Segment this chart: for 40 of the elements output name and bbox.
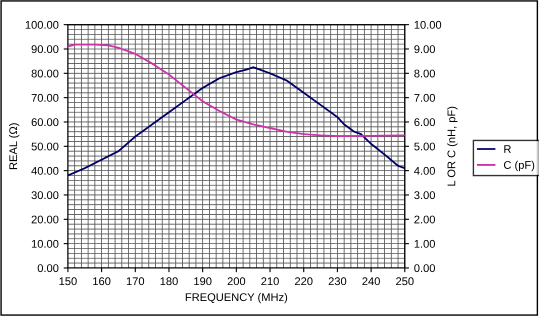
legend-label: R bbox=[504, 145, 511, 153]
x-tick-label: 230 bbox=[328, 277, 346, 286]
y-tick-label: 10.00 bbox=[32, 240, 58, 248]
line-series bbox=[68, 66, 405, 176]
y-tick-label: 80.00 bbox=[32, 70, 58, 78]
y-tick-label: 100.00 bbox=[26, 20, 58, 29]
x-tick-label: 240 bbox=[362, 277, 380, 286]
legend-label: C (pF) bbox=[504, 160, 534, 172]
y-tick-label: 90.00 bbox=[32, 45, 58, 54]
x-tick-label: 160 bbox=[93, 277, 110, 286]
y2-tick-label: 8.00 bbox=[414, 70, 436, 78]
y2-tick-label: 5.00 bbox=[414, 142, 436, 150]
x-tick-label: 200 bbox=[228, 277, 246, 286]
y-tick-label: 60.00 bbox=[32, 118, 58, 126]
y-tick-label: 20.00 bbox=[32, 216, 58, 224]
x-axis-title: FREQUENCY (MHz) bbox=[186, 292, 288, 304]
y-tick-label: 70.00 bbox=[32, 94, 58, 102]
y2-tick-label: 1.00 bbox=[414, 240, 436, 248]
y-axis-title: REAL (Ω) bbox=[8, 123, 20, 170]
x-tick-label: 180 bbox=[160, 277, 178, 286]
x-tick-label: 210 bbox=[261, 277, 279, 286]
y2-tick-label: 0.00 bbox=[414, 264, 436, 272]
x-tick-label: 250 bbox=[396, 277, 414, 286]
x-tick-label: 150 bbox=[59, 277, 77, 286]
line-series bbox=[68, 44, 405, 137]
y-tick-label: 0.00 bbox=[38, 264, 58, 272]
x-tick-label: 170 bbox=[126, 277, 144, 286]
y2-tick-label: 2.00 bbox=[414, 216, 436, 224]
y2-tick-label: 6.00 bbox=[414, 118, 436, 126]
y-tick-label: 50.00 bbox=[32, 142, 58, 150]
x-tick-label: 220 bbox=[295, 277, 313, 286]
y2-tick-label: 9.00 bbox=[414, 45, 436, 54]
x-tick-label: 190 bbox=[194, 277, 212, 286]
y2-tick-label: 3.00 bbox=[414, 191, 436, 200]
y2-tick-label: 10.00 bbox=[414, 20, 442, 29]
y2-axis-title: L OR C (nH, pF) bbox=[447, 106, 458, 186]
y-tick-label: 30.00 bbox=[32, 191, 58, 200]
y2-tick-label: 7.00 bbox=[414, 94, 436, 102]
y2-tick-label: 4.00 bbox=[414, 166, 436, 175]
y-tick-label: 40.00 bbox=[31, 166, 58, 175]
